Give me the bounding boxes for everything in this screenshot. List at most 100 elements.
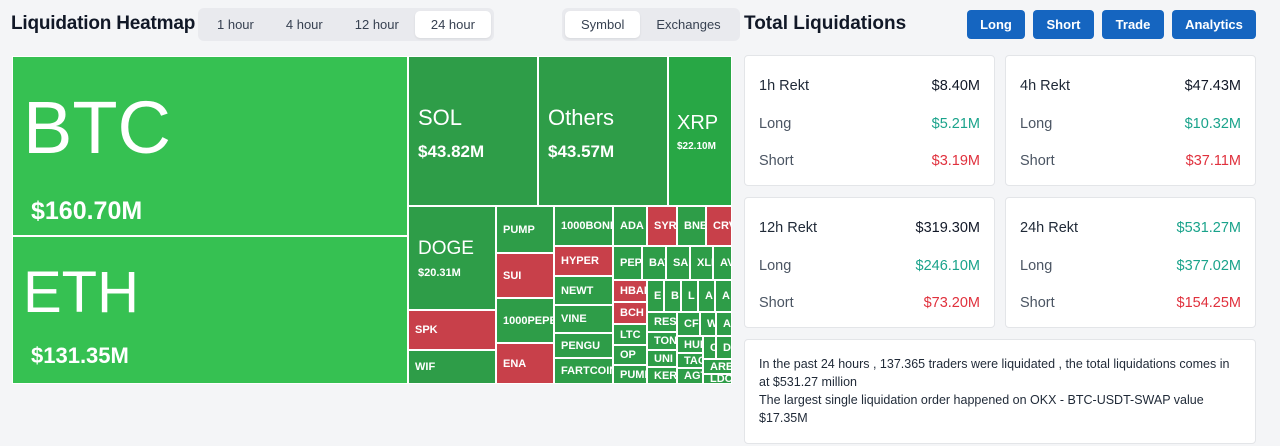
tile-symbol: ETH: [23, 260, 139, 325]
tile-symbol: AA: [723, 318, 731, 330]
card-short-value: $73.20M: [923, 295, 980, 311]
heatmap-tile-c[interactable]: C: [703, 336, 716, 359]
card-long-label: Long: [1020, 258, 1053, 274]
time-1h-option[interactable]: 1 hour: [217, 17, 254, 32]
heatmap-tile-hbar[interactable]: HBAR: [613, 280, 647, 302]
heatmap-tile-newt[interactable]: NEWT: [554, 276, 613, 305]
heatmap-tile-d[interactable]: D: [716, 336, 732, 359]
long-button[interactable]: Long: [967, 10, 1025, 39]
heatmap-tile-avax[interactable]: AVAX: [713, 246, 732, 280]
heatmap-tile-xrp[interactable]: XRP $22.10M: [668, 56, 732, 206]
heatmap-tile-ltc[interactable]: LTC: [613, 324, 647, 345]
mode-symbol-option[interactable]: Symbol: [565, 11, 641, 38]
heatmap-tile-fartcoin[interactable]: FARTCOIN: [554, 358, 613, 384]
heatmap-tile-pengu[interactable]: PENGU: [554, 333, 613, 358]
short-button[interactable]: Short: [1033, 10, 1094, 39]
heatmap-tile-eth[interactable]: ETH $131.35M: [12, 236, 408, 384]
analytics-button[interactable]: Analytics: [1172, 10, 1256, 39]
heatmap-tile-spk[interactable]: SPK: [408, 310, 496, 350]
heatmap-tile-bat[interactable]: BAT: [642, 246, 666, 280]
tile-symbol: BAT: [649, 257, 665, 269]
heatmap-tile-sol[interactable]: SOL $43.82M: [408, 56, 538, 206]
card-total: $531.27M: [1176, 220, 1242, 236]
tile-value: $20.31M: [418, 267, 461, 279]
heatmap-tile-op[interactable]: OP: [613, 345, 647, 365]
rekt-card-4h: 4h Rekt $47.43M Long $10.32M Short $37.11M: [1005, 55, 1256, 186]
heatmap-tile-tao[interactable]: TAO: [677, 353, 703, 368]
heatmap-tile-cf[interactable]: CF: [677, 312, 700, 336]
tile-symbol: D: [723, 341, 731, 354]
tile-symbol: ENA: [503, 357, 527, 370]
card-total: $47.43M: [1184, 78, 1241, 94]
tile-symbol: PUMP: [503, 223, 535, 236]
tile-symbol: ARB: [710, 360, 732, 373]
heatmap-tile-bch[interactable]: BCH: [613, 302, 647, 324]
heatmap-tile-a[interactable]: A: [698, 280, 715, 312]
heatmap-tile-b[interactable]: B: [664, 280, 681, 312]
heatmap-tile-uni[interactable]: UNI: [647, 350, 677, 367]
heatmap-tile-bnb[interactable]: BNB: [677, 206, 706, 246]
heatmap-tile-resolv[interactable]: RESOLV: [647, 312, 677, 332]
heatmap-tile-1000bonk[interactable]: 1000BONK: [554, 206, 613, 246]
heatmap-tile-w[interactable]: W: [700, 312, 716, 336]
heatmap-tile-xlm[interactable]: XLM: [690, 246, 713, 280]
card-short-value: $154.25M: [1176, 295, 1242, 311]
heatmap-tile-arb[interactable]: ARB: [703, 359, 732, 374]
tile-symbol: TON: [654, 335, 677, 347]
heatmap-tile-syrup[interactable]: SYRUP: [647, 206, 677, 246]
heatmap-tile-vine[interactable]: VINE: [554, 305, 613, 333]
heatmap-tile-sand[interactable]: SAND: [666, 246, 690, 280]
heatmap-tile-ada[interactable]: ADA: [613, 206, 647, 246]
heatmap-tile-btc[interactable]: BTC $160.70M: [12, 56, 408, 236]
heatmap-tile-doge[interactable]: DOGE $20.31M: [408, 206, 496, 310]
heatmap-tile-1000pepe[interactable]: 1000PEPE: [496, 298, 554, 343]
heatmap-tile-a-2[interactable]: A: [715, 280, 732, 312]
total-liquidations-title: Total Liquidations: [744, 13, 907, 34]
heatmap-tile-pepe[interactable]: PEPE: [613, 246, 642, 280]
heatmap-tile-sui[interactable]: SUI: [496, 253, 554, 298]
card-long-value: $5.21M: [931, 116, 980, 132]
tile-value: $131.35M: [31, 343, 129, 368]
card-long-value: $246.10M: [915, 258, 981, 274]
mode-exchanges-option[interactable]: Exchanges: [656, 17, 721, 32]
heatmap-tile-hyper[interactable]: HYPER: [554, 246, 613, 276]
tile-symbol: ADA: [620, 220, 644, 232]
tile-symbol: XLM: [697, 257, 712, 269]
card-total: $319.30M: [915, 220, 981, 236]
heatmap-tile-pump-2[interactable]: PUMP: [613, 365, 647, 384]
tile-symbol: LDO: [710, 374, 732, 384]
trade-button[interactable]: Trade: [1102, 10, 1164, 39]
time-12h-option[interactable]: 12 hour: [354, 17, 399, 32]
heatmap-tile-pump[interactable]: PUMP: [496, 206, 554, 253]
heatmap-tile-ldo[interactable]: LDO: [703, 374, 732, 384]
tile-value: $43.57M: [548, 142, 615, 161]
tile-symbol: HYPER: [561, 255, 599, 267]
tile-symbol: 1000PEPE: [503, 314, 554, 327]
tile-symbol: W: [707, 318, 715, 330]
tile-symbol: E: [654, 290, 662, 302]
tile-symbol: KER: [654, 369, 677, 382]
tile-symbol: SUI: [503, 269, 522, 282]
heatmap-tile-crv[interactable]: CRV: [706, 206, 732, 246]
card-period: 12h Rekt: [759, 220, 818, 236]
tile-symbol: AGT: [684, 370, 702, 382]
card-long-value: $377.02M: [1176, 258, 1242, 274]
heatmap-tile-ker[interactable]: KER: [647, 367, 677, 384]
heatmap-tile-e[interactable]: E: [647, 280, 664, 312]
heatmap-tile-l[interactable]: L: [681, 280, 698, 312]
heatmap-tile-aa[interactable]: AA: [716, 312, 732, 336]
heatmap-tile-ena[interactable]: ENA: [496, 343, 554, 384]
heatmap-tile-wif[interactable]: WIF: [408, 350, 496, 384]
card-period: 4h Rekt: [1020, 78, 1070, 94]
tile-symbol: 1000BONK: [561, 220, 613, 232]
heatmap-tile-huma[interactable]: HUMA: [677, 336, 703, 353]
card-short-label: Short: [759, 153, 794, 169]
tile-symbol: LTC: [620, 328, 641, 341]
heatmap-tile-ton[interactable]: TON: [647, 332, 677, 350]
time-4h-option[interactable]: 4 hour: [285, 17, 323, 32]
heatmap-tile-agt[interactable]: AGT: [677, 368, 703, 384]
time-24h-option[interactable]: 24 hour: [414, 11, 491, 38]
card-long-label: Long: [759, 116, 792, 132]
heatmap-tile-others[interactable]: Others $43.57M: [538, 56, 668, 206]
liquidation-heatmap: BTC $160.70M ETH $131.35M SOL $43.82M Ot…: [12, 56, 732, 384]
